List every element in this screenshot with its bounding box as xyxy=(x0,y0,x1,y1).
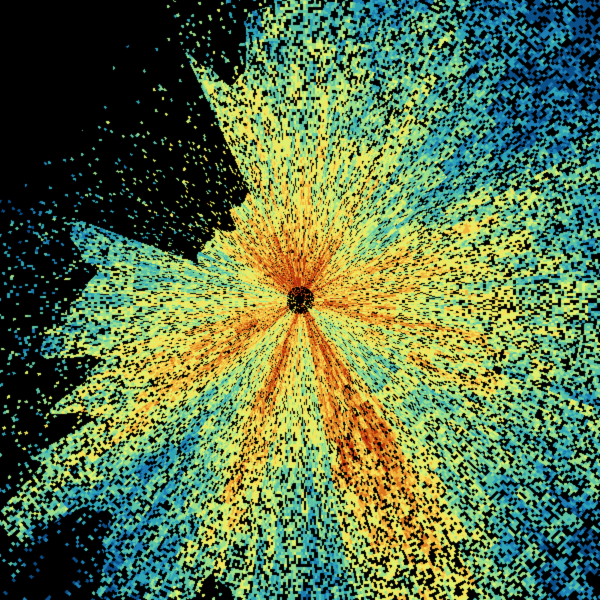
radar-reflectivity-image xyxy=(0,0,600,600)
